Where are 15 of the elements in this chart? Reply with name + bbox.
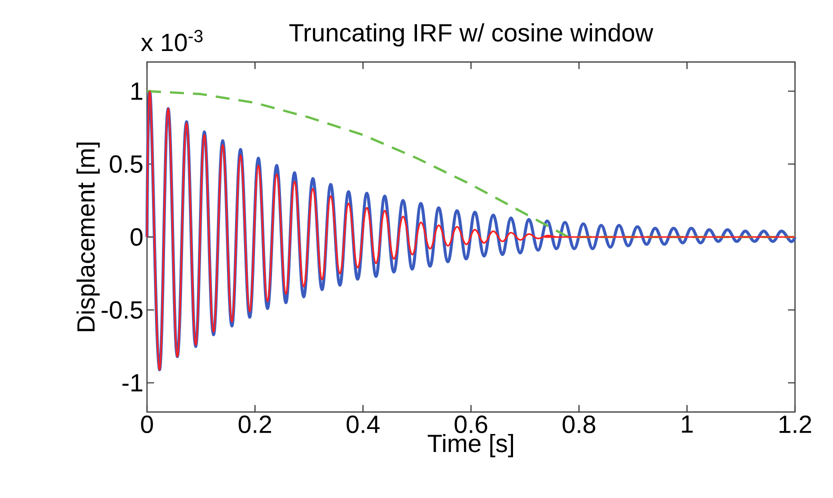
x-tick-label: 0.2: [238, 416, 272, 434]
y-tick-label: 0.5: [110, 155, 142, 173]
y-tick-label: 0: [130, 228, 143, 246]
x-tick-label: 0.8: [562, 416, 596, 434]
x-tick-label: 1: [682, 416, 693, 433]
chart-title: Truncating IRF w/ cosine window: [289, 23, 654, 47]
x-axis-title: Time [s]: [428, 434, 514, 458]
y-tick-label: -1: [122, 374, 142, 392]
x-tick-label: 1.2: [780, 416, 812, 433]
y-tick-label: -0.5: [102, 301, 142, 319]
y-tick-label: 1: [132, 82, 142, 100]
x-tick-label: 0.6: [454, 416, 488, 434]
x-tick-label: 0.4: [346, 416, 380, 434]
y-axis-title: Displacement [m]: [76, 142, 100, 332]
text: x 10$^{-3}$: [141, 30, 203, 52]
